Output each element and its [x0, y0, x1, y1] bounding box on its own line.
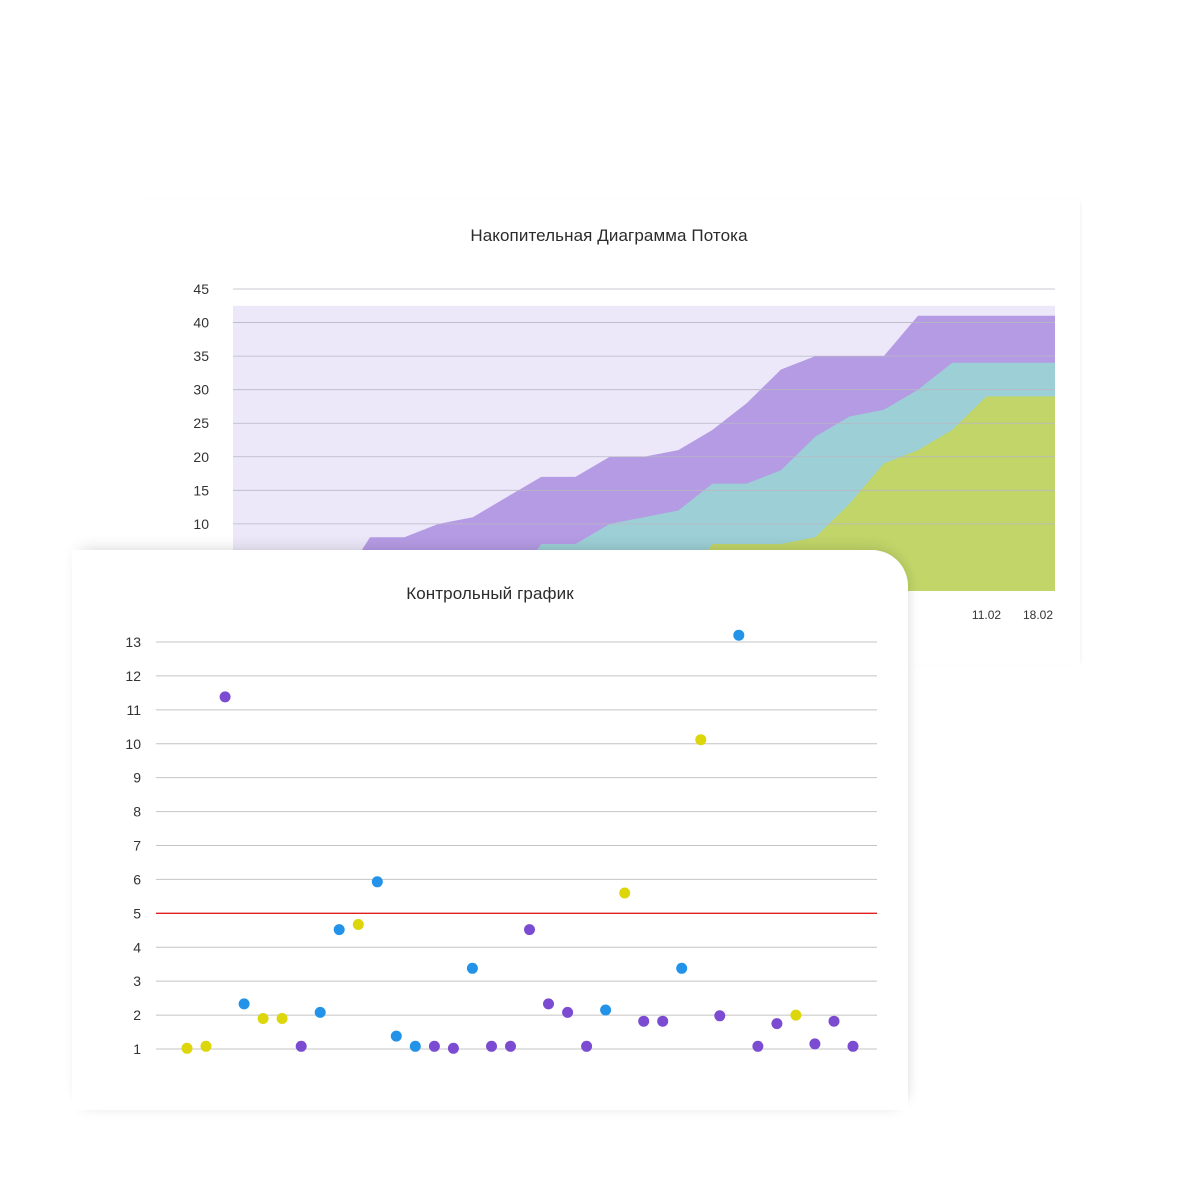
control-y-tick-label: 6 [133, 871, 141, 887]
control-point [352, 919, 364, 930]
control-point [676, 962, 688, 974]
control-y-tick-label: 7 [133, 838, 141, 854]
control-y-tick-label: 10 [125, 736, 141, 752]
cfd-title: Накопительная Диаграмма Потока [470, 226, 748, 245]
control-point [371, 876, 383, 888]
cfd-chart: 10 15 20 25 30 35 40 45 11.02 18.02 [193, 281, 1055, 622]
control-point [390, 1030, 402, 1042]
control-chart-title: Контрольный график [406, 584, 574, 603]
control-point [200, 1040, 212, 1052]
cfd-y-tick-label: 15 [193, 482, 209, 498]
control-point [562, 1006, 574, 1018]
control-point [543, 998, 554, 1010]
cfd-y-tick-label: 45 [193, 281, 209, 297]
control-point [505, 1040, 516, 1052]
control-point [257, 1013, 269, 1024]
control-point [314, 1006, 326, 1018]
control-point [219, 691, 231, 703]
control-chart-card: Контрольный график 1 2 3 4 5 6 7 8 9 10 11 12 13 [72, 550, 908, 1110]
cfd-y-tick-label: 40 [193, 315, 209, 331]
cfd-y-tick-label: 10 [193, 516, 209, 532]
control-y-tick-label: 5 [133, 905, 141, 921]
control-point [657, 1015, 669, 1027]
control-point [695, 734, 707, 746]
control-y-tick-label: 9 [133, 770, 141, 786]
control-point [790, 1009, 802, 1021]
control-point [771, 1018, 783, 1030]
control-point [295, 1040, 307, 1052]
control-y-tick-label: 3 [133, 973, 141, 989]
control-point [181, 1042, 193, 1054]
control-point [828, 1015, 840, 1027]
control-point [847, 1040, 859, 1052]
control-y-tick-label: 12 [125, 668, 141, 684]
cfd-y-tick-label: 35 [193, 348, 209, 364]
control-point [809, 1038, 821, 1050]
control-point [714, 1010, 726, 1022]
control-y-tick-label: 1 [133, 1041, 141, 1057]
cfd-y-tick-label: 30 [193, 382, 209, 398]
control-point [524, 924, 535, 936]
cfd-y-tick-label: 25 [193, 415, 209, 431]
control-y-tick-label: 11 [126, 702, 141, 718]
control-point [428, 1040, 440, 1052]
control-point [486, 1040, 497, 1052]
control-point [409, 1040, 421, 1052]
control-y-tick-label: 2 [133, 1007, 141, 1023]
control-point [276, 1013, 288, 1024]
control-y-tick-label: 13 [125, 634, 141, 650]
cfd-y-tick-label: 20 [193, 449, 209, 465]
cfd-x-tick-label: 11.02 [972, 608, 1001, 622]
control-point [638, 1015, 650, 1027]
control-point [581, 1040, 593, 1052]
control-y-tick-label: 4 [133, 939, 141, 955]
control-point [752, 1040, 764, 1052]
cfd-area-series-0 [233, 396, 1055, 591]
control-point [619, 887, 631, 899]
control-y-tick-label: 8 [133, 804, 141, 820]
control-point [238, 998, 250, 1010]
control-point [733, 629, 745, 641]
cfd-x-tick-label: 18.02 [1023, 608, 1053, 622]
control-point [333, 924, 345, 936]
control-point [600, 1004, 612, 1016]
control-point [447, 1042, 459, 1054]
control-point [466, 962, 478, 974]
